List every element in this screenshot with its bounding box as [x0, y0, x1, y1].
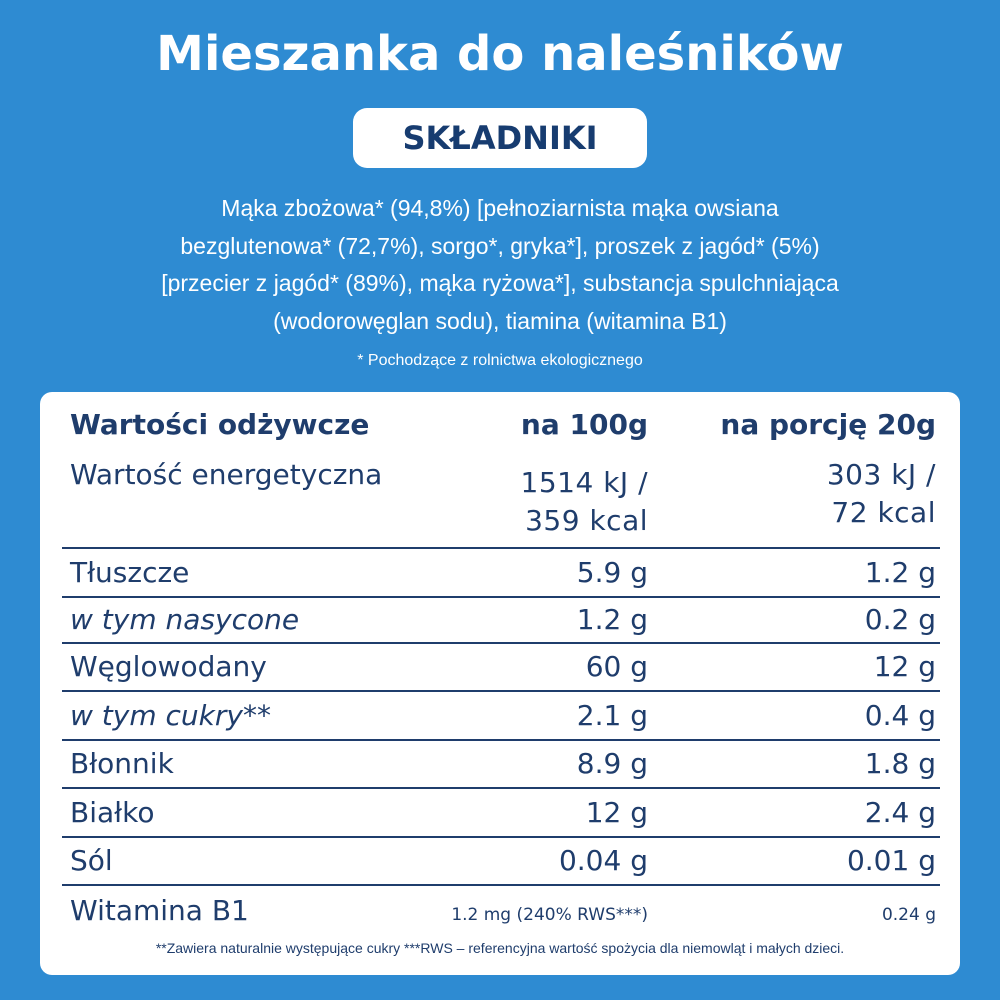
table-header: Wartości odżywcze: [70, 408, 370, 441]
row-value: 2.1 g: [576, 699, 648, 732]
row-label: Tłuszcze: [70, 556, 190, 589]
row-label: Wartość energetyczna: [70, 458, 383, 491]
row-separator: [62, 787, 940, 789]
row-label: Węglowodany: [70, 650, 267, 683]
row-label: Błonnik: [70, 747, 174, 780]
row-separator: [62, 596, 940, 598]
row-value: 0.04 g: [558, 844, 648, 877]
row-value: 359 kcal: [525, 504, 648, 537]
row-value: 0.4 g: [864, 699, 936, 732]
row-value: 12 g: [873, 650, 936, 683]
row-separator: [62, 884, 940, 886]
title: Mieszanka do naleśników: [156, 26, 844, 82]
ingredient-line: (wodorowęglan sodu), tiamina (witamina B…: [273, 307, 727, 334]
footnote: * Pochodzące z rolnictwa ekologicznego: [357, 352, 643, 369]
row-value: 0.01 g: [846, 844, 936, 877]
section-label: SKŁADNIKI: [353, 108, 647, 168]
nutrition-panel: [40, 392, 960, 975]
row-value: 8.9 g: [576, 747, 648, 780]
ingredients: Mąka zbożowa* (94,8%) [pełnoziarnista mą…: [40, 190, 960, 340]
ingredient-line: bezglutenowa* (72,7%), sorgo*, gryka*], …: [180, 232, 820, 259]
row-value: 72 kcal: [831, 496, 936, 529]
row-label: w tym cukry**: [70, 699, 271, 732]
row-value: 5.9 g: [576, 556, 648, 589]
table-footnote: **Zawiera naturalnie występujące cukry *…: [155, 940, 845, 956]
row-value: 1514 kJ /: [520, 466, 648, 499]
row-label: Witamina B1: [70, 894, 249, 927]
row-separator: [62, 642, 940, 644]
row-value: 0.24 g: [881, 905, 936, 925]
table-header: na porcję 20g: [720, 408, 936, 441]
row-label: Sól: [70, 844, 113, 877]
ingredient-line: [przecier z jagód* (89%), mąka ryżowa*],…: [161, 270, 839, 296]
ingredient-line: Mąka zbożowa* (94,8%) [pełnoziarnista mą…: [221, 195, 779, 221]
row-value: 1.2 mg (240% RWS***): [451, 905, 648, 925]
row-value: 60 g: [585, 650, 648, 683]
row-separator: [62, 690, 940, 692]
row-value: 12 g: [585, 796, 648, 829]
row-value: 1.2 g: [576, 603, 648, 636]
row-separator: [62, 547, 940, 549]
row-value: 303 kJ /: [826, 458, 936, 491]
row-value: 1.8 g: [864, 747, 936, 780]
row-separator: [62, 739, 940, 741]
row-value: 0.2 g: [864, 603, 936, 636]
table-header: na 100g: [520, 408, 648, 441]
row-label: Białko: [70, 796, 155, 829]
row-label: w tym nasycone: [70, 603, 300, 636]
row-value: 2.4 g: [864, 796, 936, 829]
row-separator: [62, 836, 940, 838]
row-value: 1.2 g: [864, 556, 936, 589]
